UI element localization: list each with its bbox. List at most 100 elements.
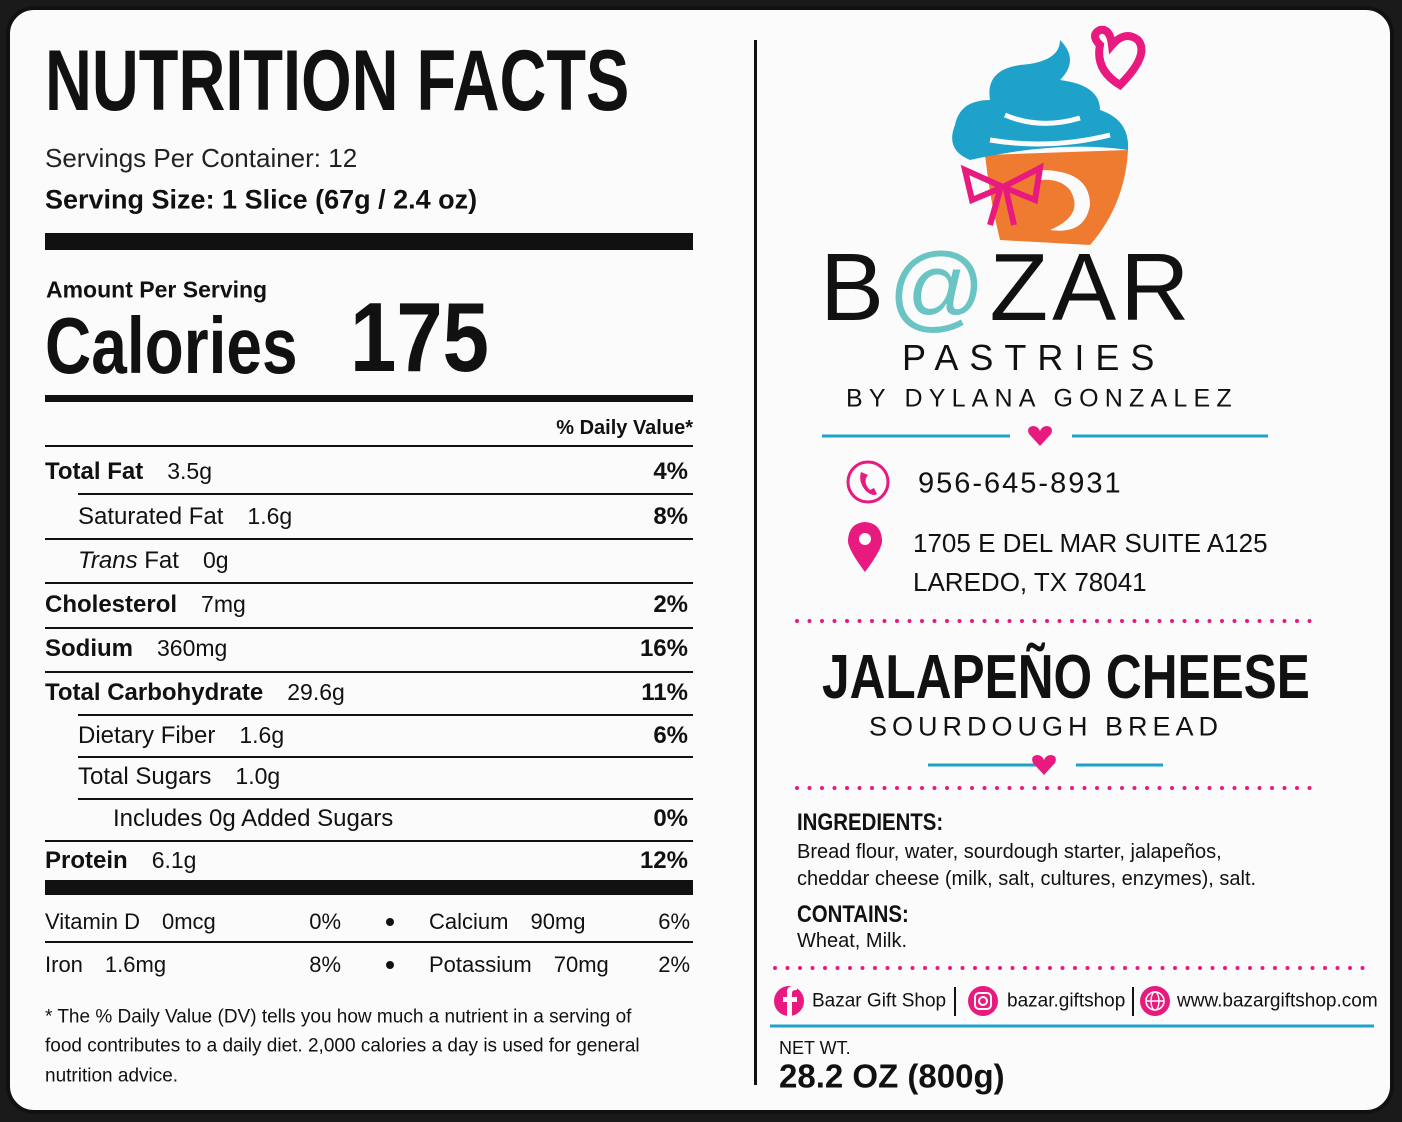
nutrient-name: Total Sugars [78,763,212,790]
vitamin-daily-value: 2% [658,952,690,977]
logo-part: @ [888,234,990,341]
heart-icon [1032,755,1056,775]
nutrient-row: Sodium 360mg [45,637,227,661]
nutrient-row: Total Carbohydrate 29.6g [45,681,345,705]
facebook-icon [774,985,804,1016]
nutrient-amount: 360mg [157,635,228,661]
vitamin-name: Iron [45,952,83,977]
daily-value: 11% [641,679,688,706]
bullet [386,918,394,926]
nutrient-name: Sodium [45,635,133,662]
daily-value: 8% [653,503,688,530]
facebook-handle: Bazar Gift Shop [812,990,947,1012]
website: www.bazargiftshop.com [1177,990,1378,1012]
nutrient-row: Dietary Fiber 1.6g [78,724,284,748]
nutrient-name: Includes 0g Added Sugars [113,805,394,832]
rule [78,756,693,758]
amount-per-serving: Amount Per Serving [46,276,268,303]
nutrient-name: Cholesterol [45,591,178,618]
ingredients-line: cheddar cheese (milk, salt, cultures, en… [797,868,1257,890]
brand-owner: BY DYLANA GONZALEZ [846,384,1238,413]
calories-label: Calories [45,301,298,390]
logo-part: B [820,234,889,341]
vitamin-row: Calcium 90mg [429,911,586,933]
nutrient-name: Dietary Fiber [78,722,216,749]
dotted-lines [773,619,1367,970]
daily-value: 6% [653,722,688,749]
rule [45,582,693,584]
nutrient-row: Cholesterol 7mg [45,593,246,617]
vitamin-name: Vitamin D [45,909,140,934]
vitamin-daily-value: 6% [658,909,690,934]
nutrient-name: Saturated Fat [78,503,224,530]
nutrient-amount: 29.6g [287,679,345,705]
instagram-handle: bazar.giftshop [1007,990,1126,1012]
brand-tagline: PASTRIES [902,337,1166,378]
nutrient-row: Saturated Fat 1.6g [78,505,292,529]
net-weight: 28.2 OZ (800g) [779,1057,1005,1095]
nutrition-title: NUTRITION FACTS [45,33,630,129]
address-line: LAREDO, TX 78041 [913,567,1147,597]
nutrient-amount: 1.6g [247,503,293,529]
brand-logo: B@ZAR [820,240,1193,336]
divider [754,40,757,1085]
rule [45,941,693,943]
phone: 956-645-8931 [918,467,1123,500]
nutrient-name: Total Carbohydrate [45,679,264,706]
daily-value: 4% [653,458,688,485]
contains-heading: CONTAINS: [797,901,909,928]
contains-text: Wheat, Milk. [797,930,908,952]
rule [45,627,693,629]
divider-lines [770,434,1374,1028]
vitamin-row: Vitamin D 0mcg [45,911,216,933]
instagram-icon [968,986,998,1016]
nutrient-amount: 1.6g [239,722,285,748]
product-name: JALAPEÑO CHEESE [822,643,1310,712]
phone-icon [846,460,890,504]
daily-value: 16% [639,635,688,662]
label [6,6,1394,1114]
thick-rule [45,880,693,895]
nutrient-amount: 6.1g [151,847,197,873]
thick-rule [45,233,693,250]
rule [45,840,693,842]
serving-size: Serving Size: 1 Slice (67g / 2.4 oz) [45,184,478,215]
location-icon [847,522,883,572]
vitamin-name: Potassium [429,952,532,977]
website-icon [1140,986,1170,1016]
vitamin-row: Iron 1.6mg [45,954,166,976]
ingredients-heading: INGREDIENTS: [797,809,944,836]
nutrient-name: Total Fat [45,458,144,485]
rule [78,798,693,800]
medium-rule [45,395,693,402]
daily-value: 12% [639,847,688,874]
nutrient-name-italic: Trans [78,547,138,574]
rule [45,445,693,447]
nutrient-amount: 0g [202,547,229,573]
nutrient-row: Total Sugars 1.0g [78,765,280,789]
calories-value: 175 [350,282,489,392]
nutrient-name: Fat [144,547,179,574]
logo-part: ZAR [989,234,1194,341]
daily-value-header: % Daily Value* [556,417,693,439]
ingredients-line: Bread flour, water, sourdough starter, j… [797,841,1222,863]
footnote-line: nutrition advice. [45,1065,179,1087]
vitamin-amount: 70mg [553,952,609,977]
product-subtitle: SOURDOUGH BREAD [869,711,1224,742]
nutrient-amount: 7mg [201,591,246,617]
footnote-line: food contributes to a daily diet. 2,000 … [45,1035,640,1057]
bullet [386,961,394,969]
address-line: 1705 E DEL MAR SUITE A125 [913,528,1268,558]
rule [78,493,693,495]
nutrient-row: Trans Fat 0g [78,549,229,573]
rule [78,714,693,716]
vitamin-name: Calcium [429,909,509,934]
vitamin-amount: 0mcg [161,909,216,934]
nutrient-amount: 1.0g [235,763,281,789]
vitamin-amount: 1.6mg [104,952,167,977]
daily-value: 0% [653,805,688,832]
cupcake-logo [952,25,1146,245]
nutrient-name: Protein [45,847,128,874]
